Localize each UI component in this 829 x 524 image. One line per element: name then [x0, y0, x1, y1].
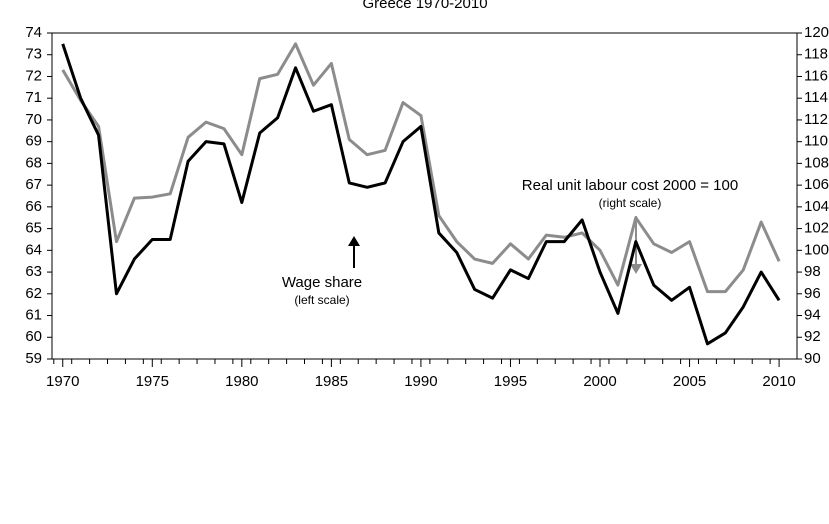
- y-tick-label: 69: [25, 133, 42, 150]
- y2-tick-label: 90: [804, 350, 821, 367]
- y2-tick-label: 110: [804, 133, 828, 150]
- y-tick-label: 64: [25, 241, 42, 258]
- y-tick-label: 65: [25, 220, 42, 237]
- y2-tick-label: 92: [804, 328, 821, 345]
- y-tick-label: 74: [25, 24, 42, 41]
- y2-tick-label: 108: [804, 154, 829, 171]
- y-tick-label: 61: [25, 307, 42, 324]
- x-tick-label: 1990: [404, 373, 437, 390]
- series-line: [61, 43, 781, 346]
- y-tick-label: 72: [25, 67, 42, 84]
- annotation: Real unit labour cost 2000 = 100: [522, 177, 738, 194]
- x-tick-label: 1980: [225, 373, 258, 390]
- chart-title: Greece 1970-2010: [362, 0, 487, 12]
- plot-frame: [51, 32, 798, 360]
- x-tick-label: 1985: [315, 373, 348, 390]
- annotation-arrowhead: [630, 264, 642, 274]
- y2-tick-label: 116: [804, 67, 828, 84]
- annotation: Wage share: [282, 274, 362, 291]
- y-tick-label: 60: [25, 328, 42, 345]
- y2-tick-label: 114: [804, 89, 828, 106]
- y-tick-label: 70: [25, 111, 42, 128]
- y2-tick-label: 104: [804, 198, 829, 215]
- annotation-arrowhead: [348, 236, 360, 246]
- x-tick-label: 1995: [494, 373, 527, 390]
- y2-tick-label: 106: [804, 176, 829, 193]
- annotation-sub: (left scale): [294, 293, 349, 307]
- annotation-sub: (right scale): [599, 196, 662, 210]
- x-tick-label: 2005: [673, 373, 706, 390]
- y-tick-label: 62: [25, 285, 42, 302]
- x-tick-label: 2000: [583, 373, 616, 390]
- y2-tick-label: 112: [804, 111, 828, 128]
- x-tick-label: 1970: [46, 373, 79, 390]
- y2-tick-label: 96: [804, 285, 821, 302]
- y-tick-label: 63: [25, 263, 42, 280]
- y-tick-label: 66: [25, 198, 42, 215]
- y-tick-label: 73: [25, 46, 42, 63]
- y-tick-label: 67: [25, 176, 42, 193]
- y2-tick-label: 102: [804, 220, 829, 237]
- y-tick-label: 68: [25, 154, 42, 171]
- y2-tick-label: 98: [804, 263, 821, 280]
- y2-tick-label: 94: [804, 307, 821, 324]
- y-tick-label: 59: [25, 350, 42, 367]
- y2-tick-label: 100: [804, 241, 829, 258]
- x-tick-label: 1975: [136, 373, 169, 390]
- y2-tick-label: 120: [804, 24, 829, 41]
- y2-tick-label: 118: [804, 46, 828, 63]
- series-line: [61, 42, 781, 294]
- y-tick-label: 71: [25, 89, 42, 106]
- x-tick-label: 2010: [762, 373, 795, 390]
